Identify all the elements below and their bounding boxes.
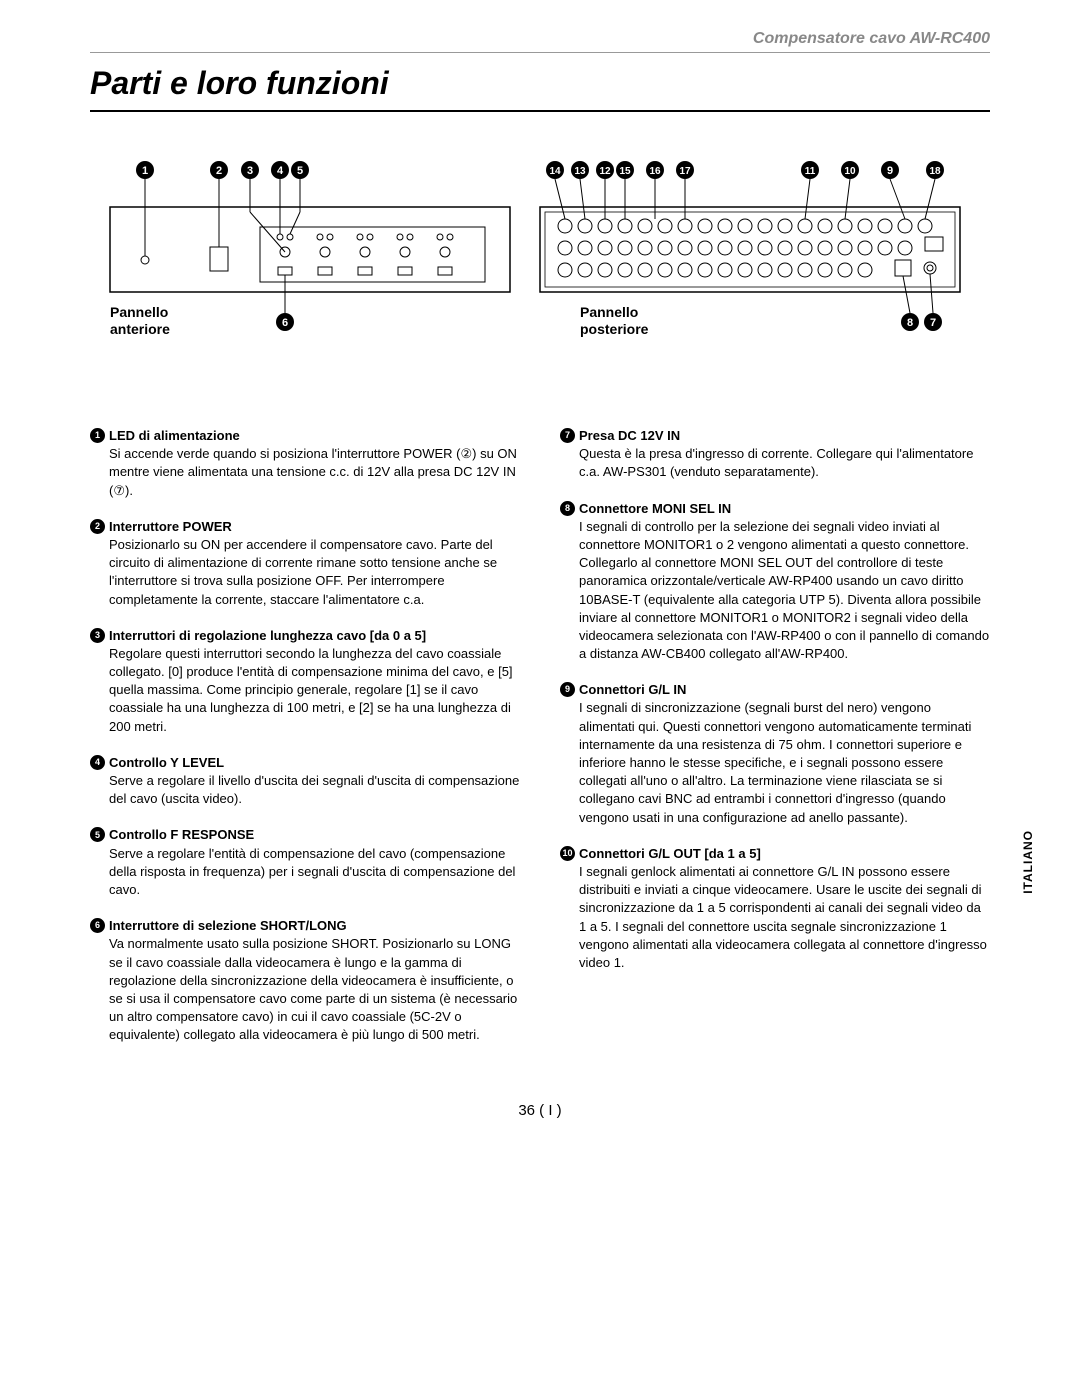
page-title: Parti e loro funzioni — [90, 65, 990, 112]
svg-text:9: 9 — [887, 165, 893, 177]
description-item: 3 Interruttori di regolazione lunghezza c… — [90, 627, 520, 736]
svg-text:11: 11 — [805, 166, 816, 177]
header-model: Compensatore cavo AW-RC400 — [90, 30, 990, 53]
item-body: Va normalmente usato sulla posizione SHO… — [109, 935, 520, 1044]
item-title: LED di alimentazione — [109, 427, 240, 445]
description-columns: 1 LED di alimentazioneSi accende verde qu… — [90, 427, 990, 1062]
item-body: I segnali di controllo per la selezione … — [579, 518, 990, 664]
item-number-bullet: 1 — [90, 428, 105, 443]
svg-text:15: 15 — [619, 166, 631, 177]
description-item: 5 Controllo F RESPONSEServe a regolare l'… — [90, 826, 520, 899]
diagram: 1 2 3 4 5 14 13 12 15 16 17 11 10 9 18 — [90, 152, 990, 377]
item-body: Si accende verde quando si posiziona l'i… — [109, 445, 520, 500]
item-title: Connettori G/L IN — [579, 681, 686, 699]
svg-text:10: 10 — [844, 166, 856, 177]
item-body: Serve a regolare l'entità di compensazio… — [109, 845, 520, 900]
svg-text:posteriore: posteriore — [580, 321, 649, 337]
description-item: 6 Interruttore di selezione SHORT/LONGVa … — [90, 917, 520, 1044]
svg-text:7: 7 — [930, 317, 936, 329]
item-number-bullet: 7 — [560, 428, 575, 443]
svg-text:14: 14 — [549, 166, 561, 177]
item-title: Connettore MONI SEL IN — [579, 500, 731, 518]
item-title: Connettori G/L OUT [da 1 a 5] — [579, 845, 761, 863]
item-number-bullet: 8 — [560, 501, 575, 516]
item-number-bullet: 10 — [560, 846, 575, 861]
item-title: Presa DC 12V IN — [579, 427, 680, 445]
svg-text:8: 8 — [907, 317, 913, 329]
panel-diagram-svg: 1 2 3 4 5 14 13 12 15 16 17 11 10 9 18 — [90, 152, 990, 372]
item-title: Interruttori di regolazione lunghezza ca… — [109, 627, 426, 645]
item-title: Interruttore di selezione SHORT/LONG — [109, 917, 347, 935]
svg-text:13: 13 — [574, 166, 586, 177]
svg-text:5: 5 — [297, 165, 303, 177]
svg-text:4: 4 — [277, 165, 284, 177]
right-column: 7 Presa DC 12V INQuesta è la presa d'ing… — [560, 427, 990, 1062]
item-number-bullet: 3 — [90, 628, 105, 643]
description-item: 9 Connettori G/L INI segnali di sincroniz… — [560, 681, 990, 827]
svg-text:anteriore: anteriore — [110, 321, 170, 337]
item-number-bullet: 9 — [560, 682, 575, 697]
item-number-bullet: 2 — [90, 519, 105, 534]
svg-text:3: 3 — [247, 165, 253, 177]
svg-text:16: 16 — [649, 166, 661, 177]
front-panel-label: Pannello — [110, 304, 168, 320]
svg-text:6: 6 — [282, 317, 288, 329]
item-body: Serve a regolare il livello d'uscita dei… — [109, 772, 520, 808]
description-item: 1 LED di alimentazioneSi accende verde qu… — [90, 427, 520, 500]
description-item: 7 Presa DC 12V INQuesta è la presa d'ing… — [560, 427, 990, 482]
item-body: I segnali genlock alimentati ai connetto… — [579, 863, 990, 972]
item-body: Regolare questi interruttori secondo la … — [109, 645, 520, 736]
item-title: Controllo Y LEVEL — [109, 754, 224, 772]
item-body: Questa è la presa d'ingresso di corrente… — [579, 445, 990, 481]
item-title: Controllo F RESPONSE — [109, 826, 254, 844]
page-number: 36 ( I ) — [90, 1102, 990, 1119]
item-number-bullet: 5 — [90, 827, 105, 842]
description-item: 10 Connettori G/L OUT [da 1 a 5]I segnali… — [560, 845, 990, 972]
description-item: 4 Controllo Y LEVELServe a regolare il li… — [90, 754, 520, 809]
description-item: 2 Interruttore POWERPosizionarlo su ON pe… — [90, 518, 520, 609]
svg-text:2: 2 — [216, 165, 222, 177]
rear-panel-label: Pannello — [580, 304, 638, 320]
svg-text:12: 12 — [599, 166, 611, 177]
left-column: 1 LED di alimentazioneSi accende verde qu… — [90, 427, 520, 1062]
svg-text:17: 17 — [679, 166, 691, 177]
svg-text:1: 1 — [142, 165, 148, 177]
item-number-bullet: 4 — [90, 755, 105, 770]
item-body: Posizionarlo su ON per accendere il comp… — [109, 536, 520, 609]
item-title: Interruttore POWER — [109, 518, 232, 536]
svg-text:18: 18 — [929, 166, 941, 177]
description-item: 8 Connettore MONI SEL INI segnali di cont… — [560, 500, 990, 664]
item-number-bullet: 6 — [90, 918, 105, 933]
language-tab: ITALIANO — [1021, 830, 1035, 894]
item-body: I segnali di sincronizzazione (segnali b… — [579, 699, 990, 826]
